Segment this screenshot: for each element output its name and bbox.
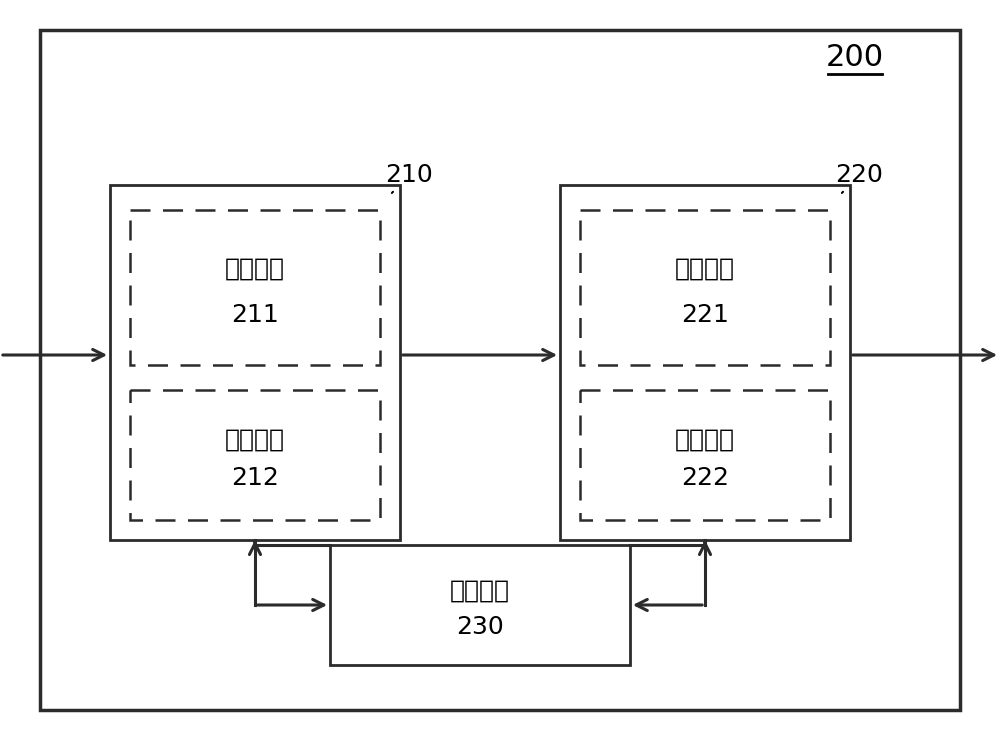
Text: 221: 221 (681, 303, 729, 327)
Text: 200: 200 (826, 44, 884, 73)
Text: 存储电路: 存储电路 (450, 579, 510, 603)
Text: 212: 212 (231, 467, 279, 490)
Bar (130, 210, 380, 365)
Text: 加权电路: 加权电路 (675, 257, 735, 281)
Text: 加法电路: 加法电路 (675, 427, 735, 451)
Text: 乘法电路: 乘法电路 (225, 257, 285, 281)
Bar (580, 210, 830, 365)
Text: 222: 222 (681, 467, 729, 490)
Bar (330, 545, 630, 665)
Bar (110, 185, 400, 540)
Bar (130, 390, 380, 520)
Text: 220: 220 (835, 163, 883, 193)
Bar (580, 390, 830, 520)
Text: 230: 230 (456, 614, 504, 639)
Text: 210: 210 (385, 163, 433, 193)
Text: 211: 211 (231, 303, 279, 327)
Text: 乘加电路: 乘加电路 (225, 427, 285, 451)
Bar (560, 185, 850, 540)
